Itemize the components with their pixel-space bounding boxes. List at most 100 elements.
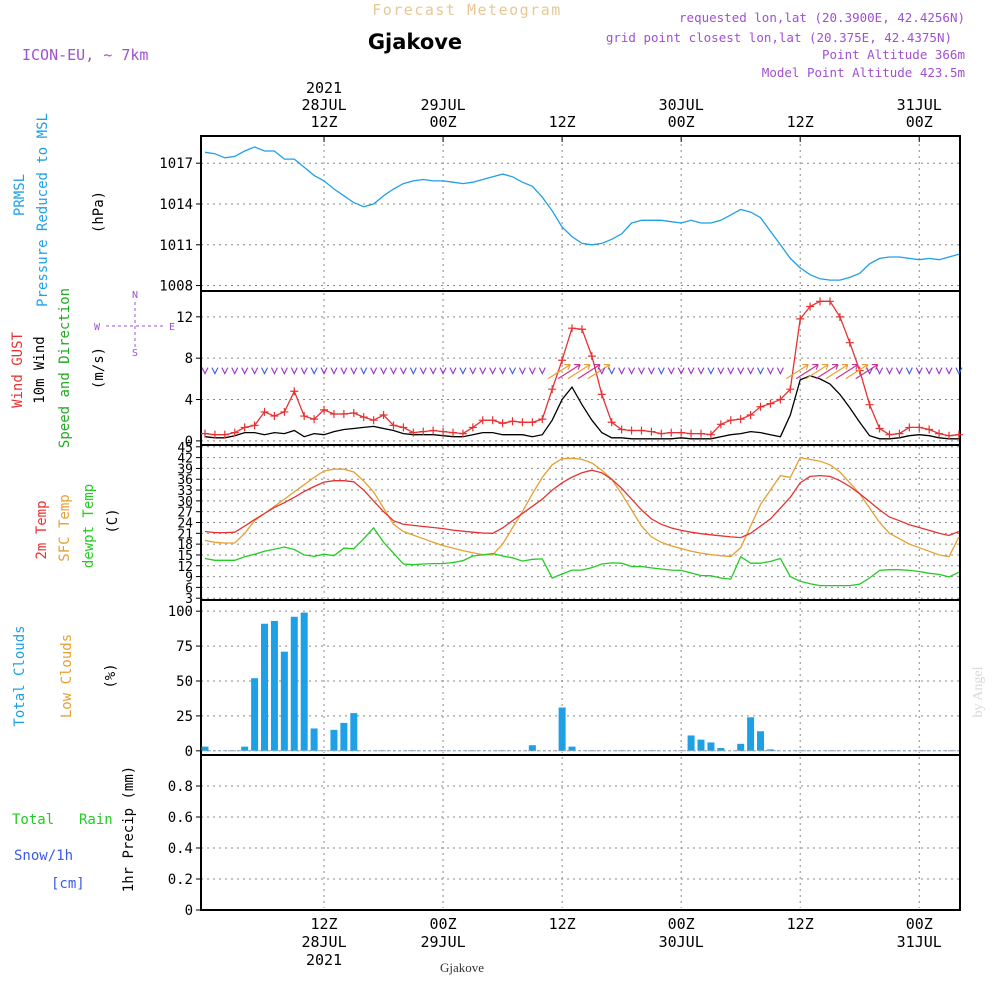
- gust-marker: [201, 429, 209, 438]
- wind-direction-arrow: [320, 367, 328, 375]
- gust-marker: [458, 429, 467, 438]
- total-cloud-bar: [528, 745, 536, 751]
- gust-marker: [935, 429, 944, 438]
- wind-direction-arrow: [290, 367, 298, 375]
- gust-marker: [905, 423, 914, 432]
- plot-layer: 1008101110141017048123691215182124273033…: [159, 79, 963, 969]
- wind-direction-arrow: [737, 367, 745, 375]
- wind-direction-arrow: [241, 367, 249, 375]
- time-label-top: 2021: [306, 79, 342, 97]
- wind-direction-arrow: [598, 367, 606, 375]
- pressure-line: [204, 146, 960, 281]
- y-tick-label: 75: [176, 639, 193, 655]
- wind-direction-arrow: [577, 363, 601, 380]
- wind-direction-arrow: [855, 363, 879, 380]
- gust-marker: [399, 423, 408, 432]
- prmsl-sub-label: Pressure Reduced to MSL: [35, 113, 51, 307]
- gust-marker: [488, 416, 497, 425]
- wind-direction-arrow: [439, 367, 447, 375]
- wind-direction-arrow: [518, 367, 526, 375]
- total-cloud-bar: [707, 742, 715, 751]
- wind-direction-arrow: [231, 367, 239, 375]
- wind-direction-arrow: [687, 367, 695, 375]
- gust-marker: [409, 428, 418, 437]
- gust-marker: [210, 430, 219, 439]
- sfc-temp-line: [204, 456, 960, 558]
- wind-direction-arrow: [925, 367, 933, 375]
- time-label-bottom: 2021: [306, 951, 342, 969]
- wind-direction-arrow: [429, 367, 437, 375]
- time-label-top: 00Z: [430, 113, 457, 131]
- gust-marker: [310, 415, 319, 424]
- y-tick-label: 12: [177, 560, 193, 575]
- wind-direction-arrow: [628, 367, 636, 375]
- plot-frame: [200, 135, 961, 911]
- total-cloud-bar: [290, 616, 298, 751]
- wind-direction-arrow: [776, 367, 784, 375]
- grid-point-coords: grid point closest lon,lat (20.375E, 42.…: [606, 30, 952, 45]
- low-clouds-label: Low Clouds: [59, 634, 75, 718]
- y-tick-label: 1014: [159, 197, 193, 213]
- total-cloud-bar: [737, 743, 745, 751]
- gust-marker: [806, 302, 815, 311]
- precip-cm-label: [cm]: [51, 876, 85, 892]
- total-cloud-bar: [766, 749, 774, 751]
- y-tick-label: 33: [177, 484, 193, 499]
- wind-direction-arrow: [876, 367, 884, 375]
- gust-marker: [637, 426, 646, 435]
- wind-direction-arrow: [608, 367, 616, 375]
- gust-marker: [389, 421, 398, 430]
- wind-speed-line: [204, 375, 959, 440]
- time-label-bottom: 12Z: [310, 915, 337, 933]
- wind-direction-arrow: [557, 363, 581, 380]
- gust-marker: [240, 423, 249, 432]
- wind-direction-arrow: [459, 367, 467, 375]
- total-cloud-bar: [241, 746, 249, 751]
- gust-marker: [577, 325, 586, 334]
- y-tick-label: 30: [177, 495, 193, 510]
- gust-marker: [697, 429, 705, 438]
- gust-marker: [746, 411, 755, 420]
- wind-direction-arrow: [885, 367, 893, 375]
- gust-marker: [439, 427, 448, 436]
- wind-direction-arrow: [766, 367, 774, 375]
- gust-marker: [429, 426, 438, 435]
- gust-marker: [528, 418, 537, 427]
- gust-marker: [895, 429, 904, 438]
- time-label-top: 29JUL: [421, 96, 466, 114]
- y-tick-label: 27: [177, 506, 193, 521]
- gust-marker: [260, 407, 269, 416]
- total-cloud-bar: [261, 623, 269, 751]
- wind-direction-arrow: [845, 363, 869, 380]
- gust-marker: [657, 429, 666, 438]
- gust-marker: [538, 415, 547, 424]
- temp-2m-line: [204, 469, 960, 539]
- gust-marker: [766, 399, 775, 408]
- gust-marker: [230, 428, 239, 437]
- gust-marker: [300, 412, 309, 421]
- model-altitude: Model Point Altitude 423.5m: [762, 65, 965, 80]
- watermark: by Angel: [971, 666, 986, 717]
- gust-marker: [845, 338, 854, 347]
- time-label-bottom: 12Z: [549, 915, 576, 933]
- wind-direction-arrow: [637, 367, 645, 375]
- gust-label: Wind GUST: [10, 332, 26, 408]
- gust-marker: [687, 429, 696, 438]
- wind-direction-arrow: [528, 367, 536, 375]
- dewpt-line: [204, 526, 960, 587]
- wind-direction-arrow: [647, 367, 655, 375]
- gust-marker: [587, 352, 596, 361]
- total-cloud-bar: [251, 678, 259, 751]
- wind-direction-arrow: [795, 363, 819, 380]
- total-cloud-bar: [340, 722, 348, 751]
- wind-direction-arrow: [587, 363, 611, 380]
- wind-direction-arrow: [270, 367, 278, 375]
- compass-e: E: [169, 322, 175, 333]
- y-tick-label: 6: [185, 581, 193, 596]
- requested-coords: requested lon,lat (20.3900E, 42.4256N): [679, 10, 965, 25]
- wind-direction-arrow: [449, 367, 457, 375]
- wind-direction-arrow: [547, 363, 571, 380]
- compass-w: W: [94, 322, 101, 333]
- wind-direction-arrow: [251, 367, 259, 375]
- gust-marker: [796, 314, 805, 323]
